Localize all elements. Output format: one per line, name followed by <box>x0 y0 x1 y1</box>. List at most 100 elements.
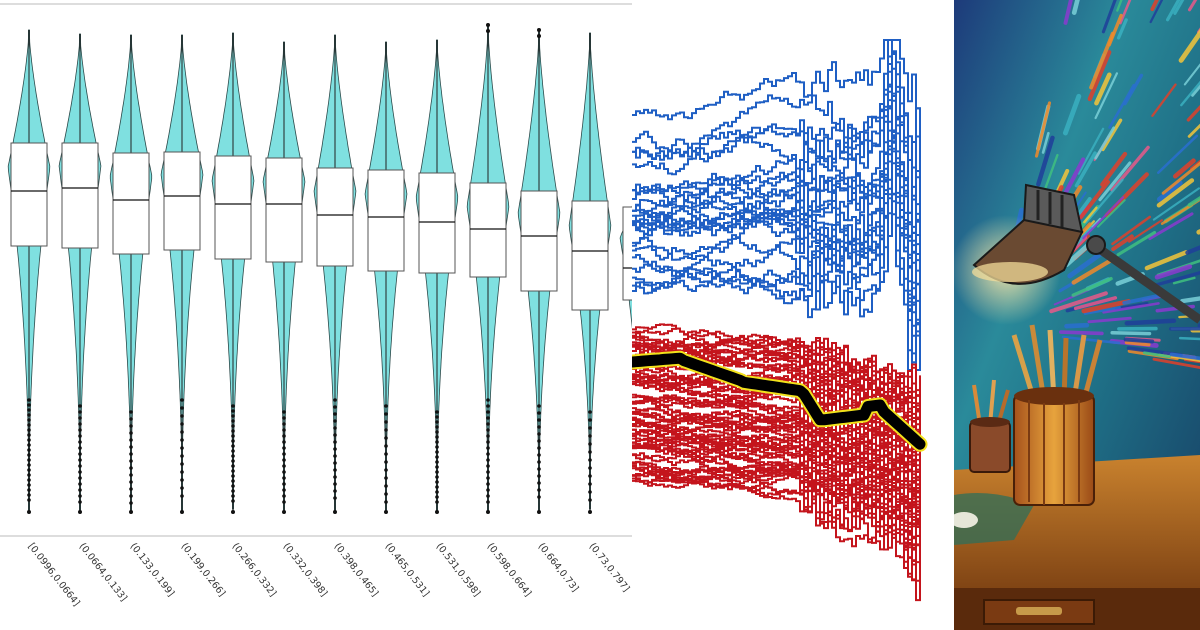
brush-stroke <box>1071 258 1113 285</box>
violin-group <box>364 41 408 514</box>
outlier-point <box>333 489 337 493</box>
outlier-point <box>27 398 31 402</box>
outlier-point <box>384 444 388 448</box>
outlier-point <box>180 438 184 442</box>
outlier-point <box>27 403 31 407</box>
outlier-point <box>231 510 235 514</box>
red-series-line <box>632 436 921 544</box>
outlier-point <box>27 423 31 427</box>
brush-stroke <box>1190 159 1200 170</box>
outlier-point <box>384 484 388 488</box>
brush-stroke <box>1034 101 1052 158</box>
outlier-point <box>231 494 235 498</box>
outlier-point <box>180 398 184 402</box>
x-tick-label: (0.133,0.199] <box>128 541 177 599</box>
outlier-point <box>486 470 490 474</box>
outlier-point <box>231 449 235 453</box>
outlier-point <box>333 447 337 451</box>
outlier-point <box>333 482 337 486</box>
outlier-point <box>435 470 439 474</box>
outlier-point <box>588 482 592 486</box>
brush-stroke <box>1110 145 1150 192</box>
brush-stroke <box>1084 178 1124 224</box>
outlier-point <box>384 492 388 496</box>
brush-stroke <box>1110 330 1152 336</box>
brush-stroke <box>1083 206 1098 224</box>
box-iqr <box>367 169 405 272</box>
outlier-point <box>486 510 490 514</box>
outlier-point <box>588 418 592 422</box>
outlier-point <box>486 410 490 414</box>
brush-stroke <box>1071 0 1080 15</box>
brush-stroke <box>1157 134 1199 174</box>
blue-series-line <box>632 90 921 302</box>
outlier-point <box>129 501 133 505</box>
brush-stroke <box>1116 0 1123 12</box>
brush-stroke <box>1186 104 1200 122</box>
box-iqr <box>61 142 99 249</box>
outlier-point <box>129 445 133 449</box>
outlier-point <box>486 422 490 426</box>
outlier-point <box>129 473 133 477</box>
outlier-point <box>435 430 439 434</box>
outlier-point <box>435 415 439 419</box>
outlier-point <box>231 434 235 438</box>
outlier-point <box>27 413 31 417</box>
outlier-point <box>78 452 82 456</box>
outlier-point <box>129 438 133 442</box>
outlier-point <box>231 409 235 413</box>
brush-stroke <box>1081 299 1132 314</box>
outlier-point <box>78 470 82 474</box>
outlier-point <box>435 410 439 414</box>
desk-lamp <box>954 183 1200 325</box>
outlier-point <box>129 424 133 428</box>
outlier-point <box>27 408 31 412</box>
brush-stroke <box>1152 357 1200 370</box>
brush-stroke <box>1089 31 1115 90</box>
outlier-point <box>27 510 31 514</box>
outlier-point <box>588 498 592 502</box>
brush-stroke <box>1114 301 1149 311</box>
outlier-point <box>27 473 31 477</box>
outlier-point <box>27 438 31 442</box>
red-series-line <box>632 397 921 498</box>
outlier-point <box>384 452 388 456</box>
outlier-point <box>231 454 235 458</box>
brush-stroke <box>1172 276 1196 285</box>
outlier-point <box>537 474 541 478</box>
violin-group <box>415 39 459 514</box>
violin-group <box>313 34 357 514</box>
outlier-point <box>384 460 388 464</box>
outlier-point <box>129 466 133 470</box>
outlier-point <box>486 494 490 498</box>
brush-stroke <box>1111 234 1134 251</box>
outlier-point <box>129 431 133 435</box>
blue-series-line <box>632 137 921 321</box>
outlier-point <box>384 420 388 424</box>
outlier-point <box>129 480 133 484</box>
blue-series-line <box>632 50 921 268</box>
brush-stroke <box>1087 50 1112 102</box>
outlier-point <box>333 419 337 423</box>
brush-stroke <box>1100 151 1128 187</box>
brush-stroke <box>1147 271 1200 289</box>
desk-lamp-illustration <box>954 0 1200 630</box>
outlier-point <box>486 398 490 402</box>
outlier-point <box>27 468 31 472</box>
brush-stroke <box>1041 131 1050 154</box>
brush-stroke <box>1183 358 1200 364</box>
outlier-point <box>588 466 592 470</box>
outlier-point <box>333 426 337 430</box>
outlier-point <box>231 439 235 443</box>
blue-series-group <box>632 39 921 371</box>
outlier-point <box>537 488 541 492</box>
outlier-point <box>588 450 592 454</box>
outlier-point <box>129 452 133 456</box>
brush-stroke <box>1094 126 1116 160</box>
x-tick-label: (0.266,0.332] <box>230 541 279 599</box>
outlier-point <box>588 410 592 414</box>
box-iqr <box>622 206 632 301</box>
outlier-point <box>537 425 541 429</box>
blue-series-line <box>632 131 921 311</box>
outlier-point <box>231 424 235 428</box>
